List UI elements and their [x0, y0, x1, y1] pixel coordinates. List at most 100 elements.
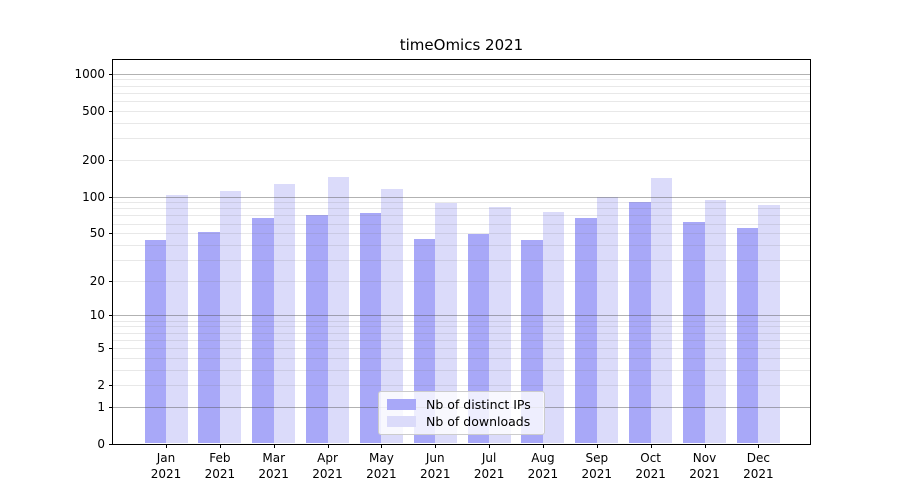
bar-downloads — [596, 196, 619, 444]
gridline-minor — [113, 320, 810, 322]
bar-downloads — [327, 177, 350, 444]
y-tick — [109, 196, 113, 198]
legend-label: Nb of distinct IPs — [426, 396, 531, 412]
y-tick-label: 20 — [89, 273, 105, 288]
x-tick-label: Oct 2021 — [635, 451, 666, 481]
bar-downloads — [273, 183, 296, 444]
bar-distinct-ips — [629, 202, 651, 444]
bar-downloads — [166, 194, 188, 444]
chart-title: timeOmics 2021 — [399, 36, 524, 54]
gridline-minor — [113, 332, 810, 334]
bar-distinct-ips — [683, 221, 705, 444]
gridline-minor — [113, 92, 810, 94]
y-tick — [109, 73, 113, 75]
y-tick — [109, 280, 113, 282]
y-tick — [109, 444, 113, 445]
gridline-minor — [113, 79, 810, 81]
bar-distinct-ips — [306, 215, 328, 444]
gridline-minor — [113, 137, 810, 139]
y-tick-label: 50 — [89, 226, 105, 241]
x-tick — [273, 444, 275, 448]
bar-distinct-ips — [575, 217, 597, 444]
x-tick-label: Jul 2021 — [473, 451, 505, 481]
y-tick-label: 0 — [97, 437, 105, 451]
gridline-minor — [113, 280, 810, 282]
x-tick-label: Sep 2021 — [581, 451, 613, 481]
x-tick — [650, 444, 652, 448]
legend: Nb of distinct IPs Nb of downloads — [378, 391, 545, 435]
y-tick-label: 1000 — [74, 66, 105, 81]
bar-downloads — [219, 191, 242, 444]
x-tick — [166, 444, 167, 448]
gridline-minor — [113, 122, 810, 124]
x-tick — [327, 444, 329, 448]
y-tick — [109, 315, 113, 317]
x-tick-label: Feb 2021 — [204, 451, 236, 481]
y-tick — [109, 110, 113, 112]
x-tick — [381, 444, 383, 448]
y-tick — [109, 385, 113, 387]
bar-downloads — [542, 211, 565, 444]
y-tick-label: 1 — [97, 399, 105, 414]
x-tick-label: Aug 2021 — [527, 451, 559, 481]
bar-distinct-ips — [198, 232, 220, 444]
y-tick — [109, 233, 113, 235]
bar-downloads — [435, 202, 457, 444]
gridline-minor — [113, 208, 810, 210]
y-tick-label: 200 — [82, 152, 105, 167]
x-tick-label: Jun 2021 — [419, 451, 451, 481]
legend-item: Nb of distinct IPs — [379, 397, 544, 412]
gridline-minor — [113, 223, 810, 225]
bar-downloads — [704, 199, 726, 444]
x-tick — [219, 444, 221, 448]
gridline-major — [113, 73, 810, 75]
legend-swatch-distinct-ips — [387, 398, 416, 410]
x-tick — [596, 444, 598, 448]
x-tick — [758, 444, 760, 448]
gridline-major — [113, 315, 810, 317]
gridline-minor — [113, 369, 810, 371]
gridline-minor — [113, 259, 810, 261]
bar-downloads — [758, 205, 780, 444]
gridline-minor — [113, 357, 810, 359]
y-tick-label: 100 — [82, 189, 105, 204]
legend-swatch-downloads — [387, 416, 416, 428]
gridline-minor — [113, 100, 810, 102]
gridline-minor — [113, 385, 810, 387]
gridline-minor — [113, 347, 810, 349]
y-tick-label: 5 — [97, 340, 105, 355]
x-tick-label: Nov 2021 — [689, 451, 720, 481]
y-tick — [109, 347, 113, 349]
gridline-minor — [113, 202, 810, 204]
x-tick-label: Dec 2021 — [743, 451, 774, 481]
bar-distinct-ips — [359, 213, 382, 444]
bar-downloads — [489, 207, 511, 444]
gridline-minor — [113, 244, 810, 246]
bar-distinct-ips — [252, 217, 274, 444]
x-tick — [435, 444, 437, 448]
y-tick — [109, 159, 113, 161]
gridline-minor — [113, 339, 810, 341]
legend-item: Nb of downloads — [379, 414, 544, 429]
x-tick-label: Mar 2021 — [258, 451, 289, 481]
y-tick — [109, 406, 113, 408]
x-tick-label: Apr 2021 — [312, 451, 343, 481]
gridline-minor — [113, 233, 810, 235]
y-tick-label: 2 — [97, 378, 105, 393]
x-tick — [704, 444, 706, 448]
gridline-minor — [113, 110, 810, 112]
bar-distinct-ips — [144, 239, 166, 444]
y-tick-label: 10 — [89, 308, 105, 323]
legend-label: Nb of downloads — [426, 414, 531, 430]
x-tick-label: Jan 2021 — [150, 451, 182, 481]
bar-downloads — [381, 188, 403, 444]
gridline-minor — [113, 85, 810, 87]
bar-downloads — [650, 177, 673, 444]
gridline-major — [113, 196, 810, 198]
y-tick-label: 500 — [82, 103, 105, 118]
x-tick-label: May 2021 — [366, 451, 397, 481]
bar-distinct-ips — [736, 228, 759, 444]
gridline-minor — [113, 159, 810, 161]
x-tick — [542, 444, 544, 448]
